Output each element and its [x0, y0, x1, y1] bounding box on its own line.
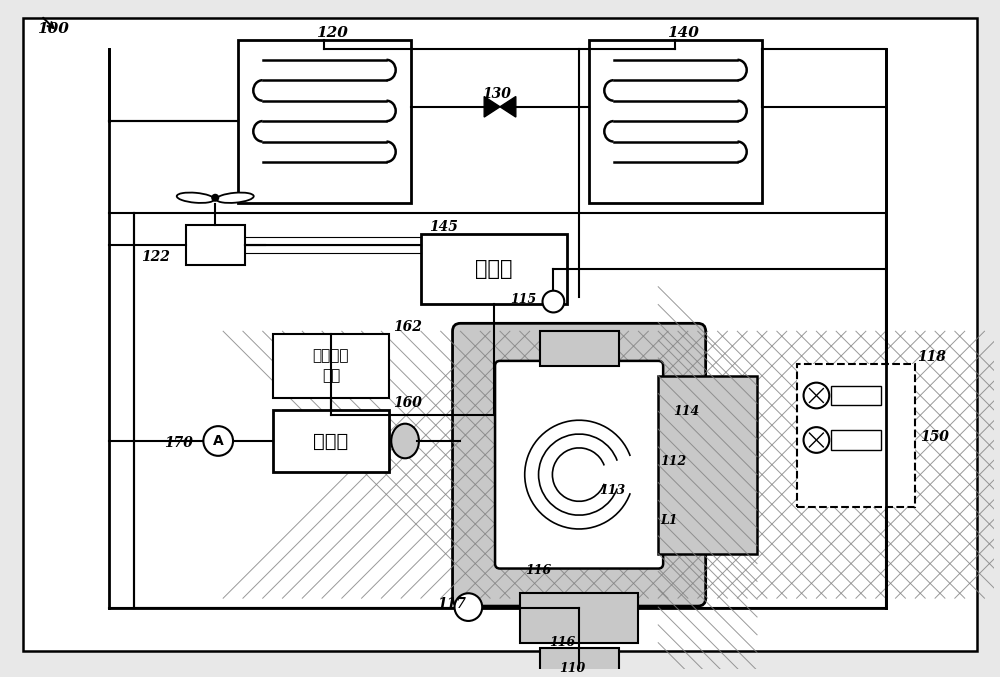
Text: 变速传动
装置: 变速传动 装置: [313, 349, 349, 383]
Ellipse shape: [177, 192, 214, 203]
Text: 116: 116: [525, 563, 551, 577]
Text: 160: 160: [393, 397, 422, 410]
Text: 114: 114: [673, 406, 699, 418]
Circle shape: [804, 383, 829, 408]
Text: 122: 122: [141, 250, 170, 264]
Text: 电动机: 电动机: [313, 431, 349, 450]
Text: 150: 150: [920, 430, 949, 444]
Bar: [238, 39, 411, 202]
Text: 130: 130: [482, 87, 511, 101]
Text: 162: 162: [393, 320, 422, 334]
Ellipse shape: [216, 192, 254, 203]
Text: 170: 170: [164, 436, 193, 450]
FancyBboxPatch shape: [453, 324, 706, 606]
Text: 117: 117: [437, 597, 466, 611]
Bar: [186, 225, 245, 265]
Text: L1: L1: [660, 514, 678, 527]
Bar: [520, 593, 638, 642]
FancyBboxPatch shape: [495, 361, 663, 569]
Circle shape: [203, 426, 233, 456]
Text: 118: 118: [917, 350, 946, 364]
Bar: [797, 364, 915, 507]
Polygon shape: [500, 97, 516, 117]
Circle shape: [212, 195, 218, 200]
Text: 控制器: 控制器: [475, 259, 513, 279]
Text: 110: 110: [559, 663, 586, 676]
Text: 120: 120: [316, 26, 348, 40]
Circle shape: [543, 290, 564, 313]
Bar: [540, 331, 619, 366]
Text: 145: 145: [429, 221, 458, 234]
Bar: [273, 334, 389, 399]
Bar: [273, 410, 389, 472]
Bar: [831, 386, 881, 406]
Circle shape: [804, 427, 829, 453]
Text: 100: 100: [37, 22, 69, 36]
Bar: [658, 376, 757, 554]
Text: 140: 140: [667, 26, 699, 40]
Circle shape: [455, 593, 482, 621]
Text: A: A: [213, 434, 224, 448]
Bar: [589, 39, 762, 202]
Polygon shape: [484, 97, 500, 117]
Text: 113: 113: [599, 485, 625, 498]
Text: 116: 116: [549, 636, 576, 649]
Bar: [134, 213, 886, 608]
Ellipse shape: [391, 424, 419, 458]
Bar: [831, 430, 881, 450]
Bar: [421, 234, 567, 303]
Bar: [540, 648, 619, 677]
Text: 115: 115: [510, 292, 536, 306]
Text: 112: 112: [660, 455, 686, 468]
